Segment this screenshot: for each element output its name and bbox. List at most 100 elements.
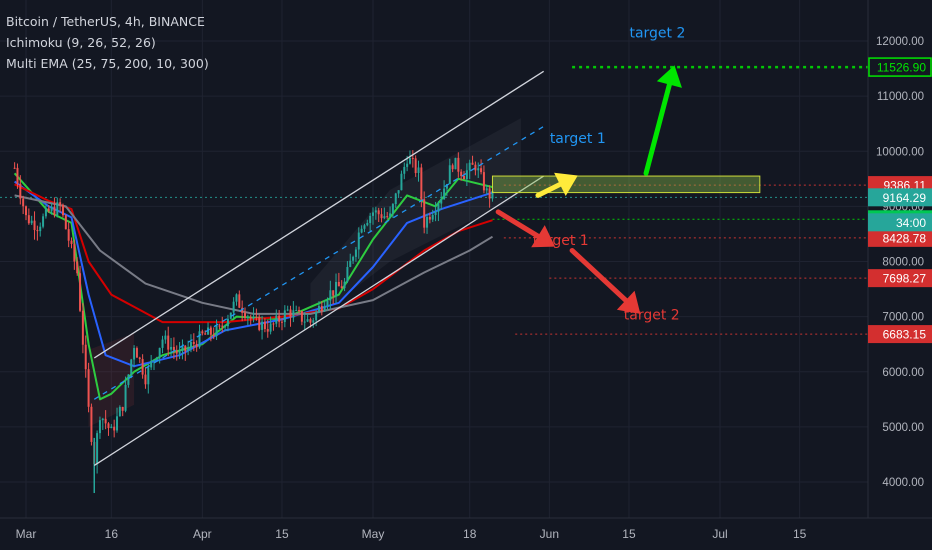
candle-body — [420, 167, 423, 200]
candle-body — [181, 345, 184, 352]
candle-body — [218, 325, 221, 327]
candle-body — [283, 310, 286, 323]
candle-body — [161, 339, 164, 348]
candle-body — [460, 171, 463, 177]
candle-body — [346, 267, 349, 282]
candle-body — [474, 164, 477, 171]
target-label[interactable]: target 2 — [624, 307, 680, 323]
time-tick-label: 18 — [463, 527, 477, 541]
ema-line[interactable] — [14, 180, 493, 368]
svg-text:6683.15: 6683.15 — [883, 328, 927, 342]
candle-body — [19, 183, 22, 199]
candle-body — [482, 172, 485, 191]
price-tick-label: 10000.00 — [876, 146, 924, 158]
candle-body — [81, 310, 84, 345]
current-price-badge[interactable]: 9164.29 — [868, 188, 932, 207]
level-badge[interactable]: 7698.27 — [868, 269, 932, 288]
price-tick-label: 6000.00 — [882, 367, 924, 379]
candle-body — [118, 406, 121, 417]
candle-body — [50, 206, 53, 212]
candle-body — [292, 310, 295, 318]
candle-body — [411, 158, 414, 160]
candle-body — [414, 158, 417, 174]
channel-middle-line[interactable] — [93, 125, 544, 400]
channel-lower-line[interactable] — [93, 175, 545, 467]
candle-body — [454, 157, 457, 170]
candle-body — [56, 202, 59, 216]
candle-body — [187, 347, 190, 352]
candle-body — [130, 359, 133, 375]
candle-body — [30, 220, 33, 224]
candle-body — [278, 315, 281, 322]
candle-body — [289, 309, 292, 318]
candle-body — [98, 420, 101, 434]
candle-body — [298, 310, 301, 312]
candle-body — [352, 256, 355, 261]
candle-body — [178, 351, 181, 354]
candle-body — [357, 232, 360, 250]
price-axis[interactable]: 4000.005000.006000.007000.008000.009000.… — [867, 0, 932, 518]
candle-body — [320, 306, 323, 311]
candle-body — [101, 418, 104, 421]
candle-body — [116, 416, 119, 431]
red-down-arrow-icon[interactable] — [569, 247, 641, 314]
symbol-title[interactable]: Bitcoin / TetherUS, 4h, BINANCE — [6, 14, 205, 29]
candle-body — [463, 176, 466, 180]
candle-body — [437, 203, 440, 212]
candle-body — [408, 158, 411, 164]
candle-body — [90, 406, 93, 442]
candle-body — [326, 300, 329, 307]
candle-body — [363, 225, 366, 229]
candle-body — [192, 341, 195, 344]
ema-line[interactable] — [14, 183, 493, 324]
yellow-up-arrow-icon[interactable] — [535, 172, 578, 198]
support-zone[interactable] — [491, 175, 761, 194]
candle-body — [445, 184, 448, 189]
target-label[interactable]: target 2 — [629, 26, 685, 42]
candle-body — [323, 306, 326, 311]
level-badge[interactable]: 6683.15 — [868, 325, 932, 344]
candle-body — [67, 229, 70, 241]
candle-body — [39, 226, 42, 232]
level-badge[interactable]: 8428.78 — [868, 228, 932, 247]
ichimoku-indicator-label[interactable]: Ichimoku (9, 26, 52, 26) — [6, 35, 156, 50]
candle-body — [172, 346, 175, 351]
target-label[interactable]: target 1 — [533, 233, 589, 249]
svg-text:9164.29: 9164.29 — [883, 191, 927, 205]
candle-body — [383, 216, 386, 219]
time-axis[interactable]: Mar 16 Apr 15 May 18 Jun 15 Jul 15 — [0, 517, 932, 550]
candle-body — [13, 167, 16, 169]
red-down-arrow-icon[interactable] — [495, 209, 556, 248]
candle-body — [147, 367, 150, 385]
candle-body — [226, 318, 229, 327]
candle-body — [366, 222, 369, 226]
candle-body — [212, 334, 215, 337]
candle-body — [244, 312, 247, 318]
candle-body — [221, 325, 224, 327]
candle-body — [280, 321, 283, 323]
multi-ema-indicator-label[interactable]: Multi EMA (25, 75, 200, 10, 300) — [6, 56, 209, 71]
green-up-arrow-icon[interactable] — [643, 65, 682, 176]
level-badge[interactable]: 11526.90 — [868, 57, 932, 77]
candle-body — [263, 321, 266, 330]
candle-body — [209, 327, 212, 335]
countdown-badge[interactable]: 34:00 — [868, 213, 932, 232]
time-tick-label: 15 — [622, 527, 636, 541]
candle-body — [232, 301, 235, 313]
candle-body — [25, 206, 27, 216]
candle-body — [426, 217, 429, 228]
candle-body — [167, 335, 170, 350]
candle-body — [406, 163, 409, 167]
candle-body — [343, 281, 346, 289]
trend-channel[interactable] — [93, 70, 545, 467]
candle-body — [127, 374, 130, 385]
target-label[interactable]: target 1 — [550, 131, 606, 147]
candle-body — [468, 162, 471, 171]
time-tick-label: Apr — [193, 527, 212, 541]
candle-body — [22, 198, 25, 207]
price-tick-label: 11000.00 — [877, 91, 924, 103]
candle-body — [485, 188, 488, 191]
channel-upper-line[interactable] — [93, 70, 545, 359]
candle-body — [27, 215, 30, 224]
